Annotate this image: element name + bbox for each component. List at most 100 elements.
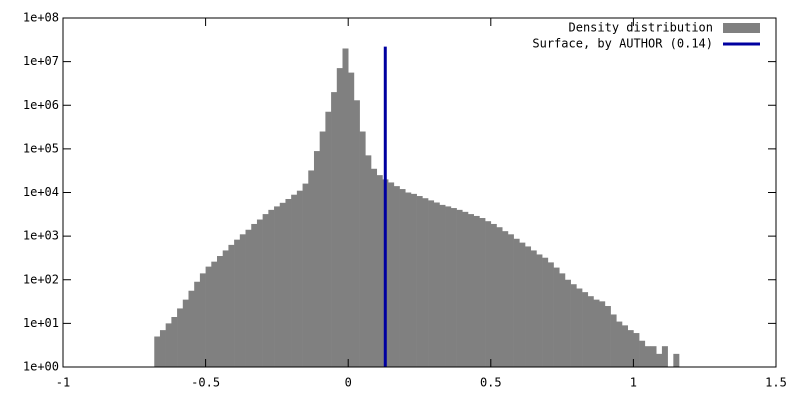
histogram-bar (416, 196, 423, 367)
histogram-bar (633, 333, 640, 367)
histogram-bar (256, 219, 263, 367)
histogram-bar (564, 279, 571, 367)
histogram-bar (222, 250, 229, 367)
histogram-bar (331, 92, 338, 368)
y-tick-label: 1e+02 (23, 272, 59, 286)
histogram-bar (479, 218, 486, 367)
x-tick-label: 0.5 (480, 376, 502, 390)
histogram-bar (268, 209, 275, 367)
x-tick-label: 1.5 (765, 376, 787, 390)
histogram-bar (582, 292, 589, 367)
histogram-bar (262, 214, 269, 367)
histogram-bar (547, 262, 554, 367)
histogram-bar (171, 317, 178, 367)
y-tick-label: 1e+06 (23, 98, 59, 112)
histogram-bar (291, 194, 298, 367)
legend-label: Density distribution (569, 21, 714, 35)
y-tick-label: 1e+07 (23, 54, 59, 68)
histogram-bar (542, 257, 549, 367)
histogram-bar (621, 325, 628, 367)
histogram-bar (405, 192, 412, 367)
histogram-bar (422, 198, 429, 367)
histogram-bar (519, 242, 526, 367)
histogram-bar (559, 273, 566, 367)
histogram-bar (296, 190, 303, 367)
histogram-bar (576, 288, 583, 367)
histogram-bar (467, 214, 474, 367)
histogram-bar (445, 206, 452, 367)
histogram-bar (587, 296, 594, 367)
y-tick-label: 1e+00 (23, 360, 59, 374)
histogram-bar (302, 183, 309, 367)
histogram-bar (234, 239, 241, 367)
y-tick-label: 1e+01 (23, 316, 59, 330)
histogram-bar (279, 202, 286, 367)
histogram-bar (428, 200, 435, 367)
histogram-bar (473, 215, 480, 367)
histogram-bar (393, 186, 400, 367)
histogram-bar (359, 131, 366, 367)
histogram-bar (194, 281, 201, 367)
legend-label: Surface, by AUTHOR (0.14) (532, 37, 713, 51)
histogram-bar (599, 301, 606, 367)
histogram-bar (456, 209, 463, 367)
histogram-bar (371, 168, 378, 367)
histogram-bar (239, 234, 246, 367)
histogram-bar (490, 223, 497, 367)
histogram-bar (656, 353, 663, 367)
histogram-bar (644, 346, 651, 367)
histogram-bar (616, 321, 623, 367)
histogram-bar (553, 267, 560, 367)
histogram-bar (336, 68, 343, 367)
histogram-bar (217, 256, 224, 367)
histogram-bar (439, 204, 446, 367)
legend-swatch (723, 23, 760, 33)
histogram-bar (388, 182, 395, 367)
y-tick-label: 1e+04 (23, 185, 59, 199)
histogram-bar (507, 234, 514, 367)
histogram-bar (399, 189, 406, 367)
histogram-bar (274, 206, 281, 367)
histogram-bar (342, 48, 349, 368)
histogram-bar (433, 202, 440, 367)
histogram-bar (348, 72, 355, 368)
histogram-bar (570, 284, 577, 367)
histogram-bar (485, 221, 492, 367)
x-tick-label: 1 (630, 376, 637, 390)
histogram-bar (199, 273, 206, 367)
histogram-bar (165, 323, 172, 367)
histogram-bar (450, 208, 457, 367)
histogram-bar (308, 170, 315, 367)
histogram-bar (211, 261, 218, 367)
histogram-bar (650, 346, 657, 367)
x-tick-label: -1 (56, 376, 70, 390)
histogram-bar (502, 231, 509, 367)
histogram-bar (604, 306, 611, 367)
histogram-bar (536, 254, 543, 367)
histogram-bar (159, 330, 166, 367)
histogram-bar (365, 155, 372, 367)
histogram-bar (496, 227, 503, 367)
histogram-bar (325, 111, 332, 367)
histogram-bar (525, 246, 532, 367)
y-tick-label: 1e+03 (23, 229, 59, 243)
y-tick-label: 1e+05 (23, 141, 59, 155)
histogram-bar (530, 250, 537, 367)
histogram-bar (188, 290, 195, 367)
histogram-bar (513, 238, 520, 367)
histogram-bar (673, 353, 680, 367)
histogram-bar (593, 299, 600, 367)
histogram-bar (251, 223, 258, 367)
x-tick-label: 0 (345, 376, 352, 390)
histogram-bar (661, 346, 668, 367)
histogram-bar (228, 244, 235, 367)
y-tick-label: 1e+08 (23, 11, 59, 25)
histogram-bar (610, 314, 617, 367)
histogram-bar (285, 198, 292, 367)
histogram-bar (177, 308, 184, 367)
histogram-bar (154, 336, 161, 367)
x-tick-label: -0.5 (191, 376, 220, 390)
histogram-bar (313, 151, 320, 367)
histogram-bar (462, 211, 469, 367)
